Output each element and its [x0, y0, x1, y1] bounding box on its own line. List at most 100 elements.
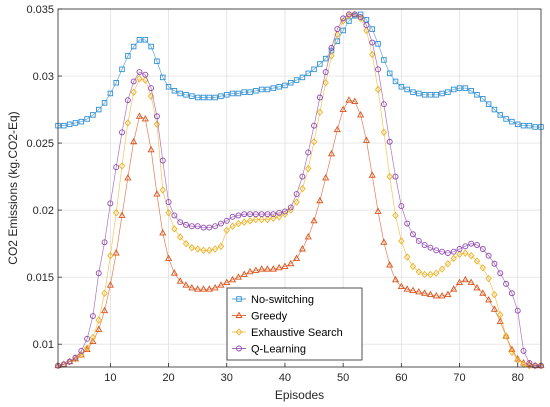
- data-point: [293, 77, 300, 83]
- data-point: [363, 22, 370, 29]
- legend-entry: Q-Learning: [232, 344, 306, 356]
- data-point: [170, 269, 178, 276]
- data-point: [409, 262, 417, 271]
- data-point: [444, 290, 452, 298]
- legend-marker: [236, 345, 242, 352]
- legend-label: Exhaustive Search: [251, 327, 343, 339]
- series-q-learning: [55, 11, 544, 369]
- data-point: [141, 115, 149, 122]
- data-point: [485, 296, 493, 303]
- data-point: [416, 90, 422, 97]
- data-point: [212, 94, 218, 101]
- data-point: [159, 228, 167, 236]
- data-point: [456, 85, 463, 91]
- data-point: [194, 285, 202, 292]
- data-point: [474, 92, 480, 98]
- data-point: [177, 219, 184, 226]
- data-point: [339, 105, 347, 113]
- data-point: [217, 281, 225, 288]
- data-point: [375, 41, 381, 47]
- data-point: [445, 89, 451, 95]
- data-point: [386, 138, 393, 145]
- data-point: [485, 274, 492, 283]
- data-point: [54, 361, 62, 370]
- data-point: [165, 209, 172, 217]
- data-point: [124, 119, 132, 127]
- data-point: [392, 173, 399, 180]
- x-tick-label: 20: [162, 372, 174, 384]
- y-tick-label: 0.035: [26, 4, 54, 16]
- data-point: [282, 82, 288, 89]
- data-point: [433, 247, 440, 254]
- data-point: [194, 223, 201, 230]
- data-point: [316, 196, 324, 204]
- data-point: [491, 260, 498, 267]
- data-point: [78, 351, 85, 359]
- data-point: [397, 282, 405, 290]
- legend: No-switching Greedy Exhaustive Search Q-Lea…: [226, 287, 363, 361]
- data-point: [461, 275, 469, 283]
- data-point: [258, 211, 265, 218]
- data-point: [421, 242, 428, 248]
- data-point: [252, 215, 260, 224]
- data-point: [491, 290, 498, 299]
- data-point: [444, 260, 452, 268]
- data-point: [171, 88, 178, 94]
- legend-entry: No-switching: [232, 294, 314, 306]
- data-point: [89, 333, 97, 342]
- data-point: [351, 11, 358, 18]
- data-point: [473, 283, 481, 291]
- data-point: [66, 121, 73, 128]
- data-point: [270, 211, 277, 218]
- data-point: [135, 112, 144, 119]
- data-point: [514, 121, 521, 128]
- data-point: [206, 246, 213, 255]
- data-point: [432, 292, 440, 299]
- data-point: [334, 30, 341, 39]
- data-point: [224, 92, 230, 98]
- data-point: [450, 254, 457, 263]
- data-point: [165, 199, 172, 206]
- data-point: [258, 86, 265, 93]
- data-point: [124, 97, 131, 104]
- data-point: [84, 116, 90, 122]
- data-point: [112, 249, 120, 256]
- data-point: [410, 231, 416, 238]
- data-point: [346, 11, 352, 18]
- data-point: [404, 86, 410, 93]
- data-point: [310, 216, 318, 224]
- data-point: [398, 237, 405, 245]
- data-point: [211, 245, 219, 253]
- data-point: [72, 354, 79, 361]
- data-point: [468, 88, 474, 94]
- data-point: [188, 283, 196, 291]
- data-point: [363, 16, 370, 23]
- data-point: [421, 92, 428, 98]
- data-point: [392, 211, 399, 220]
- legend-marker: [235, 328, 243, 336]
- data-point: [153, 190, 161, 197]
- data-point: [206, 224, 213, 231]
- data-point: [381, 57, 387, 63]
- data-point: [95, 270, 102, 277]
- data-point: [455, 278, 464, 285]
- x-axis-label: Episodes: [275, 388, 324, 402]
- series-line: [57, 14, 541, 367]
- data-point: [421, 289, 429, 296]
- data-point: [136, 69, 143, 75]
- data-point: [159, 74, 166, 81]
- data-point: [164, 254, 173, 261]
- data-point: [281, 262, 289, 269]
- x-tick-label: 40: [279, 372, 291, 384]
- data-point: [386, 172, 393, 181]
- data-point: [235, 212, 242, 219]
- data-point: [112, 209, 120, 217]
- data-point: [537, 361, 545, 370]
- data-point: [229, 222, 236, 230]
- data-point: [404, 220, 411, 227]
- data-point: [159, 157, 166, 164]
- data-point: [345, 96, 353, 103]
- data-point: [171, 225, 178, 233]
- data-point: [182, 281, 190, 288]
- data-point: [130, 43, 137, 50]
